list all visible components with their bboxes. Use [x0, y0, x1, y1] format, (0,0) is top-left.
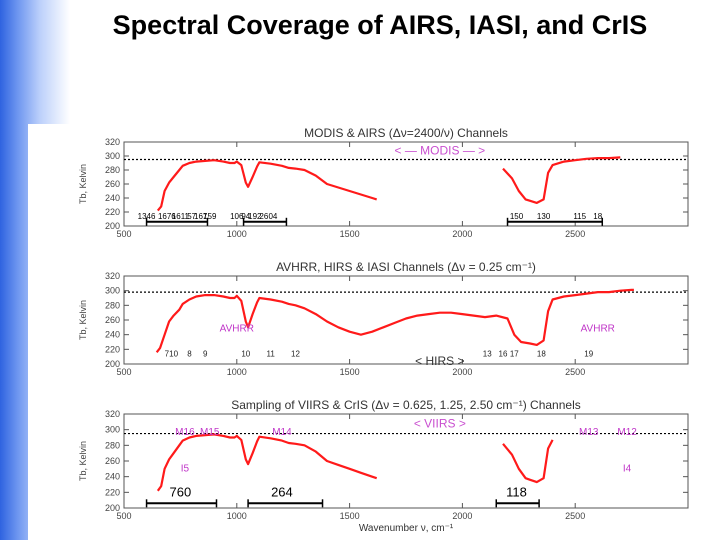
chart3-annotation: M15 — [200, 427, 220, 438]
chart3-band-label: 264 — [271, 485, 293, 500]
chart3-band-label: 118 — [506, 485, 527, 500]
chart2-ytick-label: 260 — [105, 315, 120, 325]
chart1-spectrum-line-2 — [502, 156, 621, 205]
chart2-ylabel: Tb, Kelvin — [78, 300, 88, 340]
chart3-spectrum-line-2 — [502, 439, 554, 484]
chart3-ytick-label: 200 — [105, 503, 120, 513]
chart3-annotation: M14 — [272, 427, 292, 438]
chart1-xtick-label: 2000 — [452, 229, 472, 239]
chart2-xtick-label: 500 — [116, 367, 131, 377]
chart2-ytick-label: 300 — [105, 286, 120, 296]
chart1-band-label: 192 — [248, 212, 262, 221]
chart3-ytick-label: 240 — [105, 472, 120, 482]
chart3-ylabel: Tb, Kelvin — [78, 441, 88, 481]
chart3-annotation: M16 — [175, 427, 195, 438]
chart1-band-label: 1346 — [138, 212, 156, 221]
chart2-band-label: 13 — [483, 350, 492, 359]
chart2-annotation: < HIRS > — [415, 354, 464, 368]
chart3-xtick-label: 1000 — [227, 511, 247, 521]
chart1-band-label: 94 — [241, 212, 250, 221]
chart2-xtick-label: 1000 — [227, 367, 247, 377]
chart1-band-label: 1676 — [158, 212, 176, 221]
chart3-ytick-label: 220 — [105, 487, 120, 497]
chart1-xtick-label: 500 — [116, 229, 131, 239]
chart1-band-label: 167 — [194, 212, 208, 221]
chart1-ytick-label: 280 — [105, 165, 120, 175]
chart2-xtick-label: 2000 — [452, 367, 472, 377]
chart1-band-label: 26 — [259, 212, 268, 221]
chart1-band-label: 18 — [593, 212, 602, 221]
chart3-ytick-label: 260 — [105, 456, 120, 466]
chart2-xtick-label: 1500 — [340, 367, 360, 377]
chart1-band-label: 57 — [187, 212, 196, 221]
chart1-xtick-label: 1000 — [227, 229, 247, 239]
chart2-ytick-label: 220 — [105, 344, 120, 354]
chart2-annotation: AVHRR — [581, 323, 615, 334]
chart3-annotation: I5 — [181, 463, 190, 474]
chart2-title: AVHRR, HIRS & IASI Channels (Δν = 0.25 c… — [276, 260, 536, 274]
chart1-ytick-label: 240 — [105, 193, 120, 203]
chart3-annotation: I4 — [623, 463, 632, 474]
chart1-spectrum-line-1 — [156, 159, 378, 212]
chart3-annotation: M13 — [579, 427, 599, 438]
chart2-ytick-label: 280 — [105, 300, 120, 310]
chart3-xtick-label: 2500 — [565, 511, 585, 521]
chart3-spectrum-line-1 — [156, 433, 378, 492]
spectral-charts: MODIS & AIRS (Δν=2400/ν) Channels 200 220 2… — [78, 126, 689, 534]
chart2-ytick-label: 240 — [105, 330, 120, 340]
chart2-annotation: AVHRR — [220, 323, 254, 334]
chart3-annotation: < VIIRS > — [414, 416, 466, 430]
chart2-spectrum-line-1 — [155, 288, 634, 353]
chart1-ytick-label: 260 — [105, 179, 120, 189]
chart1-band-label: 115 — [573, 212, 586, 221]
chart2-band-label: 17 — [510, 350, 519, 359]
chart1-annotation: < — MODIS — > — [394, 143, 485, 157]
chart1-band-label: 04 — [268, 212, 277, 221]
chart3-ytick-label: 280 — [105, 440, 120, 450]
chart1-band-label: 130 — [537, 212, 551, 221]
chart1-band-label: 1611 — [172, 212, 190, 221]
chart3-ytick-label: 320 — [105, 409, 120, 419]
chart2-band-label: 16 — [499, 350, 508, 359]
chart1-ytick-label: 220 — [105, 207, 120, 217]
chart1-xtick-label: 2500 — [565, 229, 585, 239]
chart2-band-label: 10 — [241, 350, 250, 359]
chart2-band-label: 9 — [203, 350, 208, 359]
chart2-ytick-label: 200 — [105, 359, 120, 369]
figure-panel: MODIS & AIRS (Δν=2400/ν) Channels 200 220 2… — [28, 124, 708, 540]
chart1-title: MODIS & AIRS (Δν=2400/ν) Channels — [304, 126, 508, 140]
chart3-band-label: 760 — [170, 485, 192, 500]
chart2-band-label: 7 — [165, 350, 170, 359]
chart2-band-label: 11 — [266, 350, 275, 359]
chart2-band-label: 8 — [187, 350, 192, 359]
chart2-band-label: 18 — [537, 350, 546, 359]
chart1-band-label: 106 — [230, 212, 244, 221]
chart3-xlabel: Wavenumber ν, cm⁻¹ — [359, 523, 454, 534]
chart1-ytick-label: 200 — [105, 221, 120, 231]
chart2-band-label: 19 — [584, 350, 593, 359]
chart2-ytick-label: 320 — [105, 271, 120, 281]
chart3-ytick-label: 300 — [105, 425, 120, 435]
chart3-annotation: M12 — [617, 427, 637, 438]
chart2-band-label: 12 — [291, 350, 300, 359]
chart1-band-label: 159 — [203, 212, 217, 221]
chart1-ytick-label: 300 — [105, 151, 120, 161]
chart3-xtick-label: 1500 — [340, 511, 360, 521]
chart3-xtick-label: 500 — [116, 511, 131, 521]
chart1-ylabel: Tb, Kelvin — [78, 164, 88, 204]
chart2-band-label: 10 — [169, 350, 178, 359]
chart3-title: Sampling of VIIRS & CrIS (Δν = 0.625, 1.… — [231, 398, 581, 412]
chart3-xtick-label: 2000 — [452, 511, 472, 521]
chart1-xtick-label: 1500 — [340, 229, 360, 239]
chart2-plot-frame — [123, 275, 689, 365]
chart2-xtick-label: 2500 — [565, 367, 585, 377]
chart1-band-label: 150 — [510, 212, 524, 221]
slide-title: Spectral Coverage of AIRS, IASI, and CrI… — [112, 10, 648, 40]
chart1-ytick-label: 320 — [105, 137, 120, 147]
